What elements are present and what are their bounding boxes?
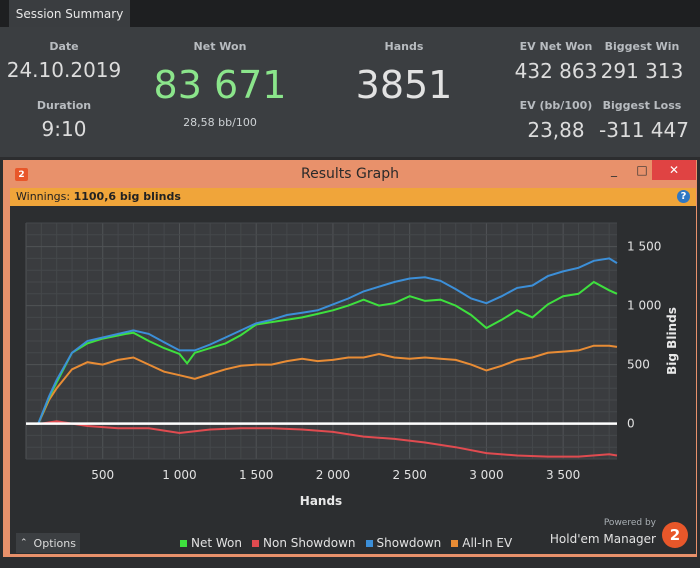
ev-bb100-value: 23,88	[527, 118, 585, 142]
x-tick-label: 2 000	[316, 468, 350, 482]
date-value: 24.10.2019	[6, 58, 122, 82]
net-won-label: Net Won	[193, 40, 247, 53]
biggest-loss-label: Biggest Loss	[602, 99, 682, 112]
legend-item-net-won[interactable]: Net Won	[180, 536, 242, 550]
help-icon[interactable]: ?	[677, 190, 690, 203]
chevron-up-icon: ⌃	[20, 538, 28, 548]
options-button[interactable]: ⌃ Options	[16, 533, 80, 553]
top-tab-bar: Session Summary	[0, 0, 700, 27]
hm2-app-icon: 2	[15, 168, 28, 181]
legend-label: Net Won	[191, 536, 242, 550]
hands-label: Hands	[384, 40, 424, 53]
legend-swatch	[252, 539, 259, 547]
x-axis-label: Hands	[300, 494, 342, 508]
results-graph-window: 2 Results Graph _ □ ✕ Winnings: 1100,6 b…	[3, 160, 697, 557]
x-tick-label: 1 000	[162, 468, 196, 482]
window-title: Results Graph	[301, 166, 399, 182]
biggest-win-label: Biggest Win	[604, 40, 680, 53]
results-graph-titlebar[interactable]: 2 Results Graph _ □ ✕	[3, 160, 697, 188]
legend-item-all-in-ev[interactable]: All-In EV	[451, 536, 512, 550]
biggest-loss-value: -311 447	[599, 118, 689, 142]
y-tick-label: 0	[627, 417, 635, 431]
series-line-all-in-ev	[26, 344, 618, 425]
winnings-bar: Winnings: 1100,6 big blinds ?	[10, 188, 696, 206]
winnings-value: 1100,6 big blinds	[73, 190, 181, 203]
legend-swatch	[180, 539, 187, 547]
close-button[interactable]: ✕	[652, 160, 696, 180]
biggest-win-value: 291 313	[600, 59, 684, 83]
legend-item-non-showdown[interactable]: Non Showdown	[252, 536, 356, 550]
winnings-label: Winnings:	[16, 190, 71, 203]
x-tick-label: 1 500	[239, 468, 273, 482]
bb100-value: 28,58 bb/100	[183, 116, 257, 129]
minimize-button[interactable]: _	[611, 163, 617, 177]
ev-net-won-label: EV Net Won	[519, 40, 593, 53]
legend-swatch	[365, 539, 373, 547]
ev-net-won-value: 432 863	[514, 59, 598, 83]
options-label: Options	[33, 536, 76, 550]
x-tick-label: 500	[91, 468, 114, 482]
hm2-logo: 2	[662, 522, 688, 548]
duration-value: 9:10	[41, 117, 87, 141]
ev-bb100-label: EV (bb/100)	[519, 99, 593, 112]
series-line-showdown	[26, 257, 618, 425]
duration-label: Duration	[36, 99, 92, 112]
legend-label: Showdown	[376, 536, 442, 550]
series-line-net-won	[26, 280, 618, 425]
chart-legend: Net Won Non Showdown Showdown All-In EV	[180, 536, 512, 550]
legend-swatch	[451, 539, 459, 547]
x-tick-label: 3 500	[546, 468, 580, 482]
date-label: Date	[49, 40, 79, 53]
holdem-manager-brand: Hold'em Manager	[549, 532, 656, 546]
x-tick-label: 3 000	[469, 468, 503, 482]
graph-area: 500 1 000 1 500 2 000 2 500 3 000 3 500 0 500 1 0…	[10, 206, 696, 554]
winnings-text: Winnings: 1100,6 big blinds	[16, 190, 181, 203]
x-tick-label: 2 500	[392, 468, 426, 482]
maximize-button[interactable]: □	[636, 163, 648, 177]
series-line-non-showdown	[26, 420, 618, 458]
y-tick-label: 500	[627, 358, 650, 372]
legend-label: Non Showdown	[263, 536, 356, 550]
y-axis-label: Big Blinds	[665, 307, 679, 375]
y-tick-label: 1 000	[627, 299, 661, 313]
y-tick-label: 1 500	[627, 240, 661, 254]
hands-value: 3851	[355, 63, 453, 107]
legend-item-showdown[interactable]: Showdown	[365, 536, 442, 550]
legend-label: All-In EV	[462, 536, 513, 550]
net-won-value: 83 671	[153, 63, 287, 107]
tab-session-summary[interactable]: Session Summary	[9, 0, 130, 27]
results-chart: 500 1 000 1 500 2 000 2 500 3 000 3 500 0 500 1 0…	[25, 222, 679, 508]
powered-by-text: Powered by	[603, 518, 656, 528]
session-summary-panel: Date 24.10.2019 Duration 9:10 Net Won 83…	[0, 27, 700, 157]
